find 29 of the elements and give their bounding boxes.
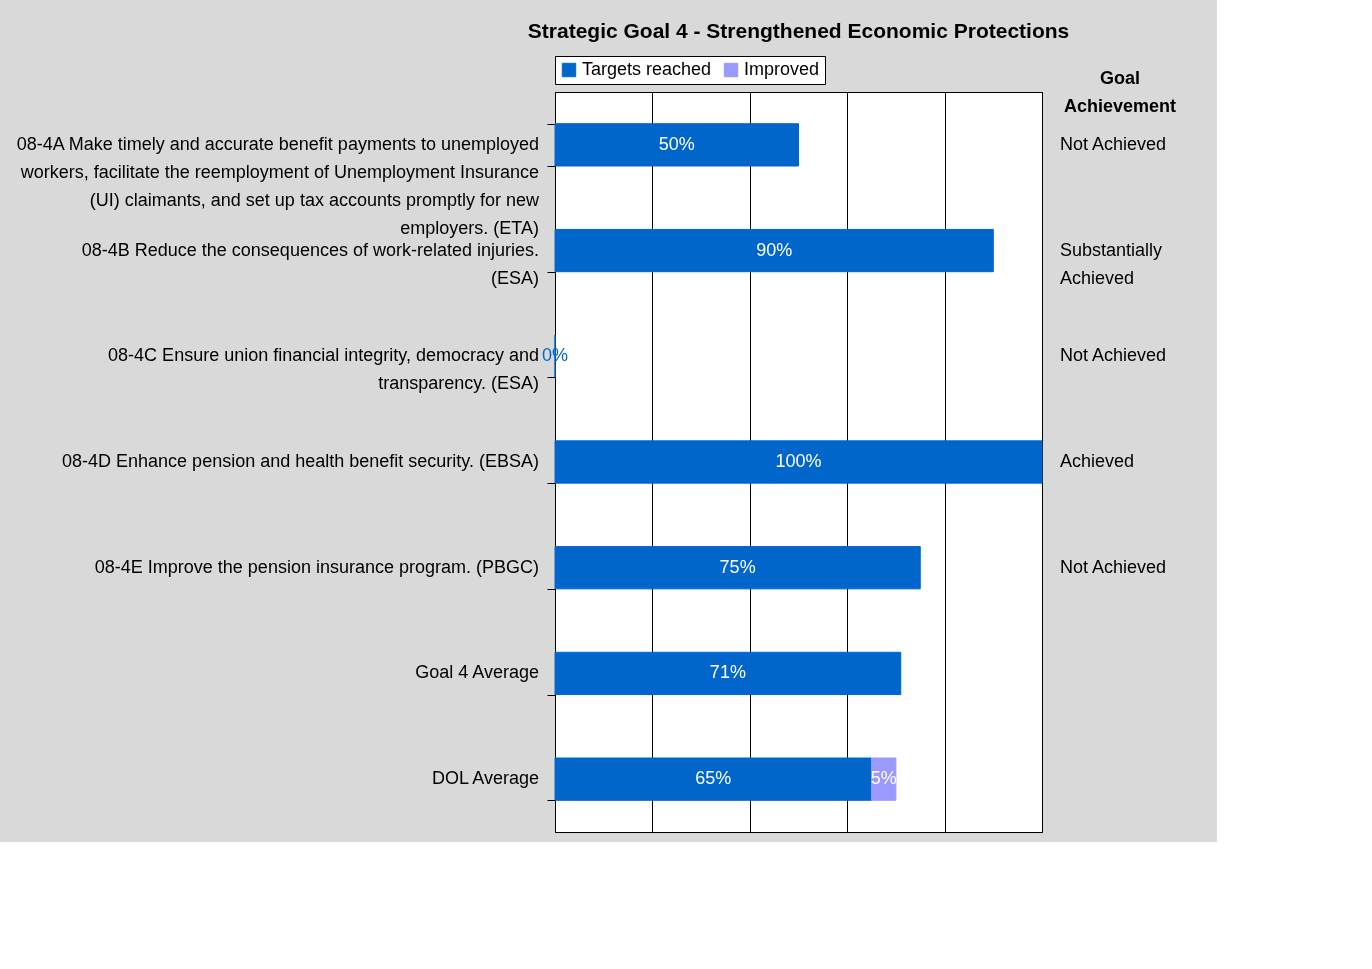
data-label: 5% (870, 768, 897, 789)
text: Achieved (1060, 451, 1135, 471)
y-tick-label: 08-4D Enhance pension and health benefit security. (EBSA) (62, 451, 539, 471)
data-label: 100% (775, 451, 822, 471)
y-tick-label: Goal 4 Average (415, 662, 539, 683)
legend-label: Improved (744, 59, 820, 79)
bar (554, 546, 921, 590)
y-tick-label: 08-4A Make timely and accurate benefit payments to unemployed workers, facilitate the reemployment of Unemployment Insurance (UI) claimants, and set up tax accounts promptly for new employers. (ETA) (16, 133, 540, 238)
chart-title: Strategic Goal 4 - Strengthened Economic Protections (527, 18, 1070, 42)
legend-label: Targets reached (582, 59, 712, 79)
bar (554, 228, 994, 273)
y-tick-label: 08-4E Improve the pension insurance program. (PBGC) (94, 556, 539, 577)
text: Substantially Achieved (1060, 239, 1163, 288)
data-label: 75% (719, 556, 756, 577)
bar (554, 651, 902, 696)
data-label: 90% (756, 239, 793, 260)
text: Not Achieved (1060, 556, 1167, 577)
text: Goal Achievement (1063, 68, 1177, 116)
text: Not Achieved (1060, 133, 1167, 154)
text: Not Achieved (1060, 345, 1167, 366)
bar (554, 440, 1043, 484)
data-label: 71% (709, 662, 746, 683)
y-tick-label: 08-4C Ensure union financial integrity, democracy and transparency. (ESA) (108, 345, 539, 394)
y-tick-label: 08-4B Reduce the consequences of work-related injuries. (ESA) (81, 239, 539, 288)
bar (554, 757, 873, 801)
y-tick-label: DOL Average (431, 768, 539, 789)
bar (554, 123, 799, 167)
data-label: 65% (695, 768, 732, 789)
data-label: 50% (658, 133, 695, 154)
